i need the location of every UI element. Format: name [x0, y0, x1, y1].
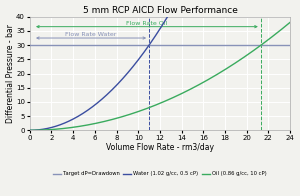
- Text: Flow Rate Water: Flow Rate Water: [65, 32, 117, 37]
- Y-axis label: Differential Pressure - bar: Differential Pressure - bar: [6, 24, 15, 123]
- X-axis label: Volume Flow Rate - rm3/day: Volume Flow Rate - rm3/day: [106, 142, 214, 152]
- Legend: Target dP=Drawdown, Water (1.02 g/cc, 0.5 cP), Oil (0.86 g/cc, 10 cP): Target dP=Drawdown, Water (1.02 g/cc, 0.…: [51, 169, 268, 179]
- Title: 5 mm RCP AICD Flow Performance: 5 mm RCP AICD Flow Performance: [82, 5, 237, 15]
- Text: Flow Rate Oil: Flow Rate Oil: [126, 21, 167, 26]
